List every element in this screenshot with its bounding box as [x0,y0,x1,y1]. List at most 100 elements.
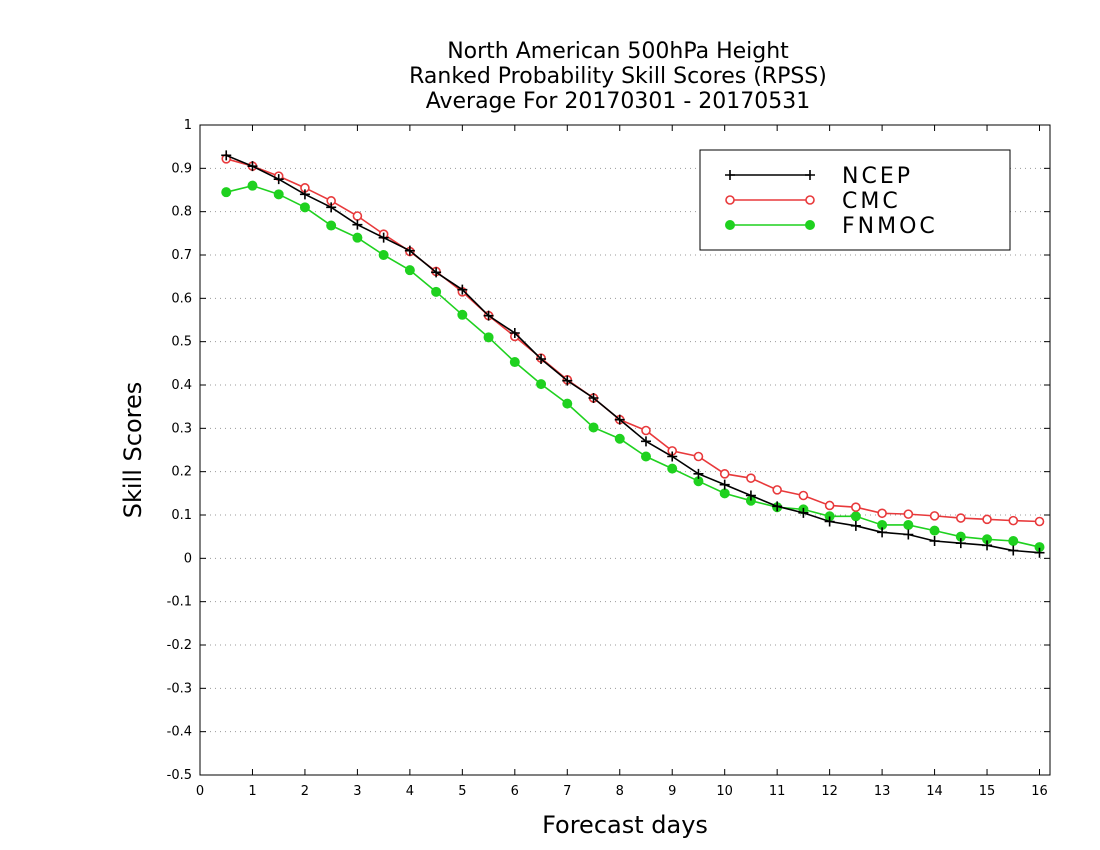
title-line-3: Average For 20170301 - 20170531 [426,89,811,114]
x-tick-label: 9 [668,784,676,799]
data-point-ncep [221,150,232,161]
data-point-fnmoc [457,309,468,320]
plot-frame [199,124,1051,776]
y-axis: 1 0.9 0.8 0.7 0.6 0.5 0.4 0.3 0.2 0.1 0 -0.1 -0.2 -0.… [167,118,1050,783]
data-point-fnmoc [1008,536,1019,546]
series-fnmoc [221,180,1045,553]
data-point-ncep [798,507,809,518]
y-axis-label: Skill Scores [119,382,147,519]
x-tick-label: 0 [196,784,204,799]
y-tick-label: -0.4 [167,725,192,740]
x-tick-label: 10 [716,784,733,799]
data-point-cmc [641,425,651,436]
legend-marker-fnmoc [805,220,815,230]
x-tick-label: 14 [926,784,943,799]
data-point-cmc [798,490,809,501]
data-point-cmc [1034,516,1045,527]
y-tick-label: 0.2 [171,465,192,480]
data-point-ncep [693,468,704,479]
data-point-fnmoc [404,265,415,276]
data-point-ncep [378,232,389,243]
data-point-ncep [431,267,442,278]
data-point-ncep [509,328,520,338]
data-point-cmc [352,211,363,221]
legend-label-fnmoc: FNMOC [842,214,938,239]
legend-marker-cmc [805,195,815,205]
data-point-fnmoc [326,220,337,231]
data-point-fnmoc [719,488,730,499]
data-point-fnmoc [273,189,284,200]
data-point-fnmoc [903,519,914,530]
y-tick-label: 1 [184,118,192,133]
data-point-ncep [772,501,783,512]
data-point-ncep [850,520,861,531]
data-point-ncep [273,174,284,185]
x-tick-label: 7 [563,784,571,799]
series-ncep [221,150,1045,558]
y-tick-label: -0.2 [167,638,192,653]
y-tick-label: 0.1 [171,508,192,523]
data-point-cmc [903,509,914,519]
x-tick-label: 6 [511,784,519,799]
data-point-ncep [824,516,835,527]
data-point-fnmoc [850,511,861,522]
data-point-ncep [929,536,940,546]
x-tick-label: 3 [353,784,361,799]
data-point-ncep [404,245,415,256]
data-point-ncep [299,189,310,200]
data-point-cmc [772,485,782,495]
data-point-ncep [640,436,651,447]
y-tick-label: 0.8 [171,205,192,220]
data-point-ncep [667,451,678,462]
y-tick-label: 0.9 [171,161,192,176]
x-tick-label: 16 [1031,784,1048,799]
data-point-fnmoc [640,451,651,462]
data-point-ncep [483,310,494,321]
data-point-ncep [903,529,914,540]
data-point-ncep [352,219,363,230]
series-group [221,150,1045,558]
data-point-ncep [719,479,730,490]
x-tick-label: 12 [821,784,838,799]
data-point-cmc [1008,515,1019,526]
x-tick-label: 2 [301,784,309,799]
y-tick-label: 0.3 [171,421,192,436]
data-point-ncep [955,538,966,549]
legend-marker-ncep [805,170,815,180]
data-point-fnmoc [536,379,547,390]
data-point-fnmoc [221,187,232,198]
data-point-cmc [982,514,992,525]
data-point-fnmoc [483,332,494,343]
data-point-ncep [614,414,625,425]
data-point-ncep [1008,545,1019,556]
x-tick-label: 11 [769,784,786,799]
x-tick-label: 4 [406,784,414,799]
data-point-ncep [588,393,599,403]
legend-marker-cmc [725,195,735,205]
y-tick-label: 0.5 [171,335,192,350]
data-point-ncep [562,375,573,386]
y-tick-label: -0.1 [167,595,192,610]
x-tick-label: 13 [874,784,891,799]
data-point-fnmoc [247,180,258,191]
data-point-cmc [824,500,835,511]
legend-item-fnmoc: FNMOC [725,214,938,239]
data-point-ncep [536,354,547,364]
data-point-cmc [956,513,966,523]
chart-title: North American 500hPa Height Ranked Prob… [409,39,827,114]
x-tick-label: 8 [616,784,624,799]
y-tick-label: 0.4 [171,378,192,393]
data-point-fnmoc [614,433,625,444]
x-tick-label: 1 [248,784,256,799]
data-point-fnmoc [352,232,363,243]
data-point-ncep [1034,547,1045,558]
data-point-fnmoc [929,525,940,536]
x-axis-label: Forecast days [542,811,708,839]
legend-marker-ncep [725,170,735,180]
data-point-fnmoc [299,202,310,213]
data-point-cmc [929,511,940,521]
data-point-fnmoc [431,286,442,297]
data-point-cmc [877,508,887,519]
